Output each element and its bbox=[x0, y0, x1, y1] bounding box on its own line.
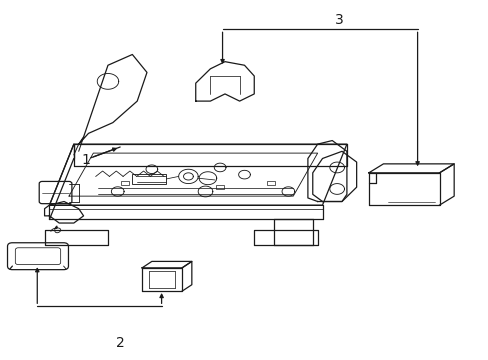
Text: 3: 3 bbox=[334, 13, 343, 27]
Text: 2: 2 bbox=[116, 336, 124, 350]
Text: 1: 1 bbox=[81, 153, 90, 167]
